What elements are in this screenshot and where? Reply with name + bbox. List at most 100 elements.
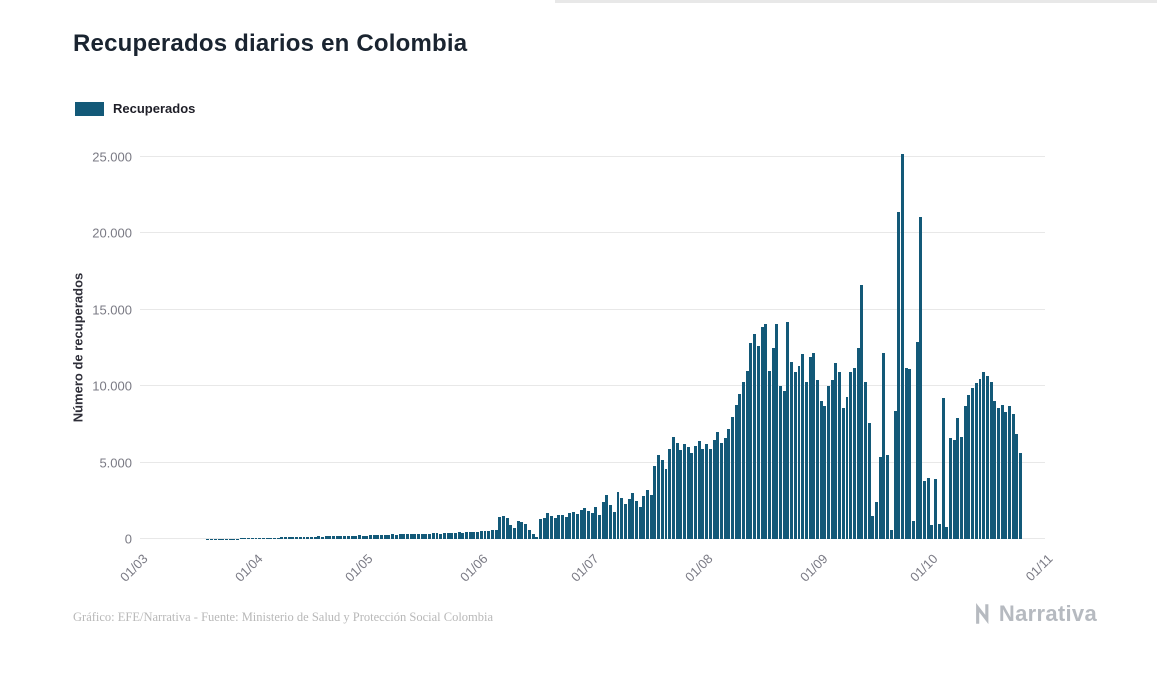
bar[interactable] (394, 534, 398, 539)
bar[interactable] (457, 532, 461, 539)
bar[interactable] (767, 370, 771, 539)
bar[interactable] (838, 372, 842, 539)
bar[interactable] (823, 406, 827, 539)
bar[interactable] (568, 513, 572, 539)
bar[interactable] (620, 497, 624, 539)
bar[interactable] (343, 535, 347, 539)
bar[interactable] (446, 532, 450, 539)
bar[interactable] (668, 448, 672, 539)
bar[interactable] (985, 375, 989, 539)
bar[interactable] (380, 534, 384, 539)
bar[interactable] (420, 533, 424, 539)
bar[interactable] (819, 401, 823, 539)
bar[interactable] (276, 537, 280, 539)
bar[interactable] (317, 536, 321, 539)
bar[interactable] (328, 536, 332, 539)
bar[interactable] (760, 326, 764, 539)
bar[interactable] (538, 519, 542, 539)
bar[interactable] (439, 533, 443, 539)
bar[interactable] (716, 432, 720, 539)
bar[interactable] (764, 323, 768, 539)
bar[interactable] (572, 511, 576, 539)
bar[interactable] (753, 334, 757, 539)
bar[interactable] (827, 386, 830, 539)
bar[interactable] (483, 530, 487, 539)
bar[interactable] (546, 513, 550, 539)
bar[interactable] (734, 404, 738, 539)
bar[interactable] (989, 381, 993, 539)
bar[interactable] (298, 537, 302, 539)
bar[interactable] (509, 525, 513, 539)
bar[interactable] (413, 533, 417, 539)
bar[interactable] (937, 523, 941, 539)
bar[interactable] (782, 390, 786, 539)
legend[interactable]: Recuperados (75, 101, 195, 116)
bar[interactable] (697, 441, 701, 539)
bar[interactable] (309, 536, 313, 539)
bar[interactable] (405, 534, 409, 539)
bar[interactable] (387, 534, 391, 539)
bar[interactable] (383, 535, 387, 539)
bar[interactable] (1011, 413, 1015, 539)
bar[interactable] (553, 517, 557, 539)
bar[interactable] (513, 527, 517, 539)
bar[interactable] (993, 401, 997, 539)
bar[interactable] (694, 445, 698, 539)
bar[interactable] (867, 422, 871, 539)
bar[interactable] (679, 450, 683, 539)
bar[interactable] (391, 534, 395, 539)
bar[interactable] (638, 506, 642, 539)
bar[interactable] (690, 453, 694, 539)
bar[interactable] (790, 361, 794, 539)
bar[interactable] (852, 367, 856, 539)
bar[interactable] (860, 285, 864, 539)
bar[interactable] (749, 343, 753, 539)
bar[interactable] (535, 536, 539, 539)
bar[interactable] (982, 372, 986, 539)
bar[interactable] (742, 381, 746, 539)
bar[interactable] (849, 372, 853, 539)
bar[interactable] (542, 518, 546, 539)
bar[interactable] (731, 416, 734, 539)
bar[interactable] (941, 398, 945, 539)
bar[interactable] (461, 532, 465, 539)
bar[interactable] (686, 447, 690, 539)
bar[interactable] (974, 383, 978, 539)
bar[interactable] (956, 418, 960, 539)
bar[interactable] (398, 534, 402, 539)
bar[interactable] (915, 341, 919, 539)
bar[interactable] (634, 500, 638, 539)
bar[interactable] (261, 537, 265, 539)
bar[interactable] (919, 216, 923, 539)
bar[interactable] (369, 535, 372, 539)
bar[interactable] (272, 537, 276, 539)
bar[interactable] (265, 538, 269, 539)
bar[interactable] (683, 444, 686, 539)
bar[interactable] (520, 522, 524, 539)
bar[interactable] (313, 536, 317, 539)
bar[interactable] (882, 352, 886, 539)
bar[interactable] (361, 535, 365, 539)
bar[interactable] (771, 348, 775, 539)
bar[interactable] (453, 532, 457, 539)
bar[interactable] (631, 493, 635, 539)
bar[interactable] (583, 508, 587, 539)
bar[interactable] (834, 363, 838, 539)
bar[interactable] (561, 515, 565, 539)
bar[interactable] (586, 510, 590, 539)
bar[interactable] (258, 538, 262, 539)
bar[interactable] (878, 456, 882, 539)
bar[interactable] (871, 516, 875, 539)
bar[interactable] (476, 531, 480, 539)
bar[interactable] (527, 529, 531, 539)
bar[interactable] (797, 366, 801, 539)
bar[interactable] (250, 538, 254, 539)
bar[interactable] (450, 533, 454, 539)
bar[interactable] (657, 454, 661, 539)
bar[interactable] (243, 538, 247, 539)
bar[interactable] (705, 444, 709, 539)
bar[interactable] (963, 406, 967, 539)
bar[interactable] (605, 494, 609, 539)
bar[interactable] (479, 531, 483, 539)
bar[interactable] (756, 346, 760, 539)
